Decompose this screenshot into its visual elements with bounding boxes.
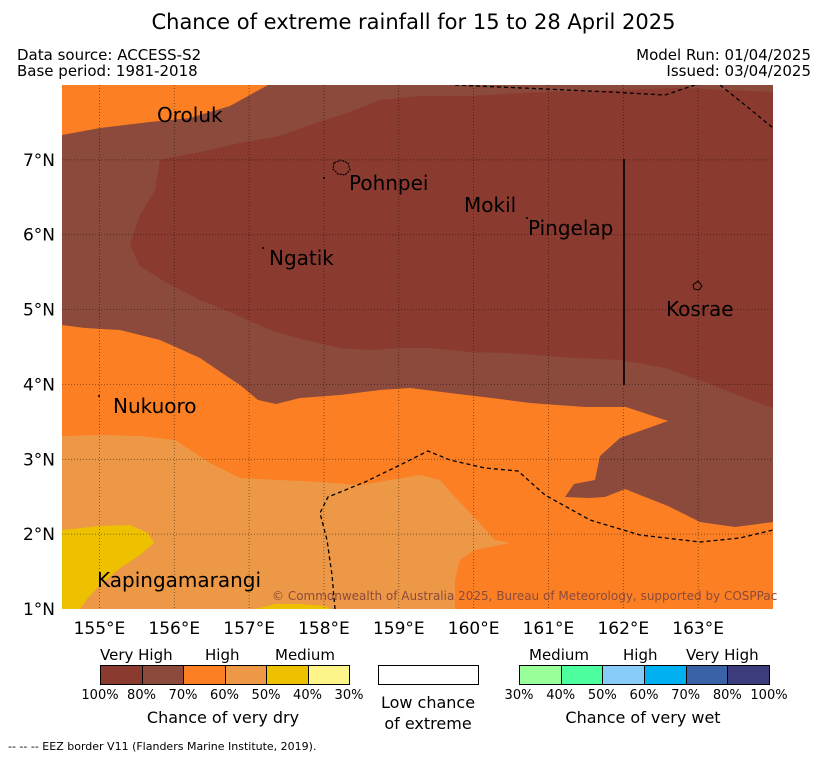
legend-swatch xyxy=(727,665,770,685)
header-left: Data source: ACCESS-S2 Base period: 1981… xyxy=(17,47,201,79)
legend-swatch xyxy=(602,665,645,685)
wet-legend: Medium High Very High 30% 40% 50% 60% 70% 80%… xyxy=(505,646,788,736)
lon-tick-label: 156°E xyxy=(148,619,200,639)
dry-heading-high: High xyxy=(205,646,240,664)
legend-tick-label: 60% xyxy=(210,688,239,703)
lat-tick-label: 1°N xyxy=(23,600,55,620)
legend-swatch xyxy=(266,665,309,685)
dry-caption: Chance of very dry xyxy=(146,708,300,727)
lon-tick-labels: 155°E 156°E 157°E 158°E 159°E 160°E 161°E 162°E… xyxy=(74,619,724,639)
wet-ticks: 30% 40% 50% 60% 70% 80% 100% xyxy=(505,688,788,704)
wet-heading-medium: Medium xyxy=(529,646,589,664)
lon-tick-label: 161°E xyxy=(523,619,575,639)
legend-swatch xyxy=(141,665,184,685)
data-source-text: Data source: ACCESS-S2 xyxy=(17,46,202,64)
wet-caption: Chance of very wet xyxy=(565,708,721,727)
wet-heading-very-high: Very High xyxy=(686,646,759,664)
place-label-ngatik: Ngatik xyxy=(269,246,334,270)
eez-footnote: -- -- -- EEZ border V11 (Flanders Marine… xyxy=(8,740,317,753)
legend-tick-label: 70% xyxy=(168,688,198,703)
dry-ticks: 100% 80% 70% 60% 50% 40% 30% xyxy=(81,688,363,704)
header-right: Model Run: 01/04/2025 Issued: 03/04/2025 xyxy=(636,47,811,79)
lat-tick-label: 5°N xyxy=(23,301,55,321)
eez-border-northeast xyxy=(719,85,773,129)
dry-heading-medium: Medium xyxy=(275,646,335,664)
lon-tick-label: 160°E xyxy=(448,619,500,639)
legend-tick-label: 60% xyxy=(629,688,659,703)
legend-tick-label: 100% xyxy=(81,688,119,703)
wet-colorbar xyxy=(519,665,770,685)
mokil-atoll xyxy=(526,217,528,219)
legend-tick-label: 30% xyxy=(334,688,364,703)
eez-border-north xyxy=(454,85,696,96)
legend-tick-label: 40% xyxy=(546,688,576,703)
place-label-kapingamarangi: Kapingamarangi xyxy=(97,568,261,592)
chart-title: Chance of extreme rainfall for 15 to 28 … xyxy=(151,10,676,34)
model-run-text: Model Run: 01/04/2025 xyxy=(636,46,811,64)
legend-tick-label: 40% xyxy=(293,688,322,703)
lat-tick-label: 7°N xyxy=(23,151,55,171)
legend-tick-label: 100% xyxy=(750,688,788,703)
place-label-nukuoro: Nukuoro xyxy=(113,394,197,418)
region-very-high-dry-80-100 xyxy=(130,88,773,408)
legend-tick-label: 50% xyxy=(587,688,617,703)
legend-swatch xyxy=(519,665,562,685)
lon-tick-label: 157°E xyxy=(223,619,275,639)
eez-borders xyxy=(319,85,773,609)
place-label-pohnpei: Pohnpei xyxy=(349,171,429,195)
legend-swatch xyxy=(644,665,687,685)
low-chance-caption-line1: Low chance xyxy=(380,693,476,712)
place-label-oroluk: Oroluk xyxy=(157,103,223,127)
pohnpei-islet xyxy=(323,177,325,179)
eez-border-south xyxy=(319,450,773,609)
legend-tick-label: 30% xyxy=(504,688,534,703)
dry-heading-very-high: Very High xyxy=(100,646,173,664)
region-medium-dry-40-50 xyxy=(62,525,154,609)
legend-swatch xyxy=(224,665,267,685)
legend-tick-label: 50% xyxy=(251,688,281,703)
place-label-kosrae: Kosrae xyxy=(666,297,734,321)
lat-tick-label: 4°N xyxy=(23,375,55,395)
kosrae-island xyxy=(692,280,703,291)
low-chance-swatch xyxy=(378,665,479,685)
lat-tick-label: 2°N xyxy=(23,525,55,545)
pohnpei-island xyxy=(332,159,351,176)
dry-colorbar xyxy=(100,665,350,685)
lon-tick-label: 155°E xyxy=(74,619,126,639)
place-label-pingelap: Pingelap xyxy=(528,216,613,240)
low-chance-caption-line2: of extreme xyxy=(384,714,472,733)
legend-tick-label: 80% xyxy=(712,688,742,703)
lat-tick-labels: 1°N 2°N 3°N 4°N 5°N 6°N 7°N xyxy=(23,151,55,620)
lat-tick-label: 6°N xyxy=(23,226,55,246)
lon-tick-label: 162°E xyxy=(597,619,649,639)
wet-heading-high: High xyxy=(623,646,658,664)
place-label-mokil: Mokil xyxy=(464,193,516,217)
lon-tick-label: 159°E xyxy=(373,619,425,639)
legend-tick-label: 80% xyxy=(127,688,156,703)
legend-swatch xyxy=(183,665,226,685)
legend-swatch xyxy=(100,665,143,685)
legend-swatch xyxy=(685,665,729,685)
dry-legend: Very High High Medium 100% 80% 70% 60% 50% 40… xyxy=(81,646,363,736)
issued-text: Issued: 03/04/2025 xyxy=(666,62,811,80)
legend-tick-label: 70% xyxy=(671,688,701,703)
lat-tick-label: 3°N xyxy=(23,450,55,470)
lon-tick-label: 163°E xyxy=(672,619,724,639)
nukuoro-atoll xyxy=(98,395,100,397)
legend-swatch xyxy=(560,665,604,685)
low-chance-legend: Low chance of extreme xyxy=(378,665,479,737)
base-period-text: Base period: 1981-2018 xyxy=(17,62,198,80)
region-medium-dry-40-50-south xyxy=(255,604,330,609)
ngatik-atoll xyxy=(262,247,264,249)
legend-swatch xyxy=(307,665,350,685)
copyright-text: © Commonwealth of Australia 2025, Bureau… xyxy=(272,589,777,603)
lon-tick-label: 158°E xyxy=(298,619,350,639)
